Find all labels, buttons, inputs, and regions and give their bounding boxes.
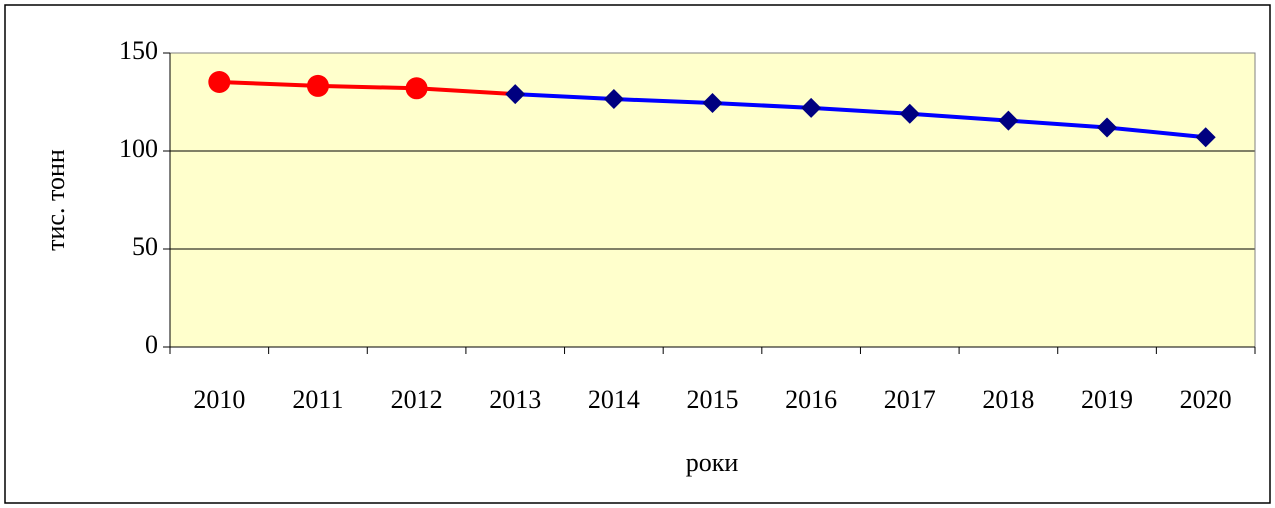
line-series [515,92,1206,140]
x-tick-label: 2016 [785,385,837,414]
point [801,97,822,118]
x-tick-label: 2010 [193,385,245,414]
point [208,71,231,94]
point [603,89,624,110]
x-tick-label: 2012 [391,385,443,414]
point [899,103,920,124]
line-series [219,80,516,97]
x-tick-label: 2013 [489,385,541,414]
y-tick-label: 0 [145,330,158,359]
y-tick-label: 100 [119,134,158,163]
x-tick-label: 2019 [1081,385,1133,414]
point [1195,127,1216,148]
x-tick-label: 2020 [1180,385,1232,414]
point [306,74,329,97]
y-tick-label: 150 [119,36,158,65]
x-tick-label: 2014 [588,385,640,414]
point [1097,117,1118,138]
x-tick-label: 2017 [884,385,936,414]
x-axis-label: роки [686,448,739,477]
x-tick-label: 2011 [292,385,343,414]
x-tick-label: 2015 [687,385,739,414]
point [702,92,723,113]
y-tick-label: 50 [132,232,158,261]
point [405,77,428,100]
point [505,84,526,105]
y-axis-label: тис. тонн [41,149,70,251]
point [998,110,1019,131]
x-tick-label: 2018 [982,385,1034,414]
